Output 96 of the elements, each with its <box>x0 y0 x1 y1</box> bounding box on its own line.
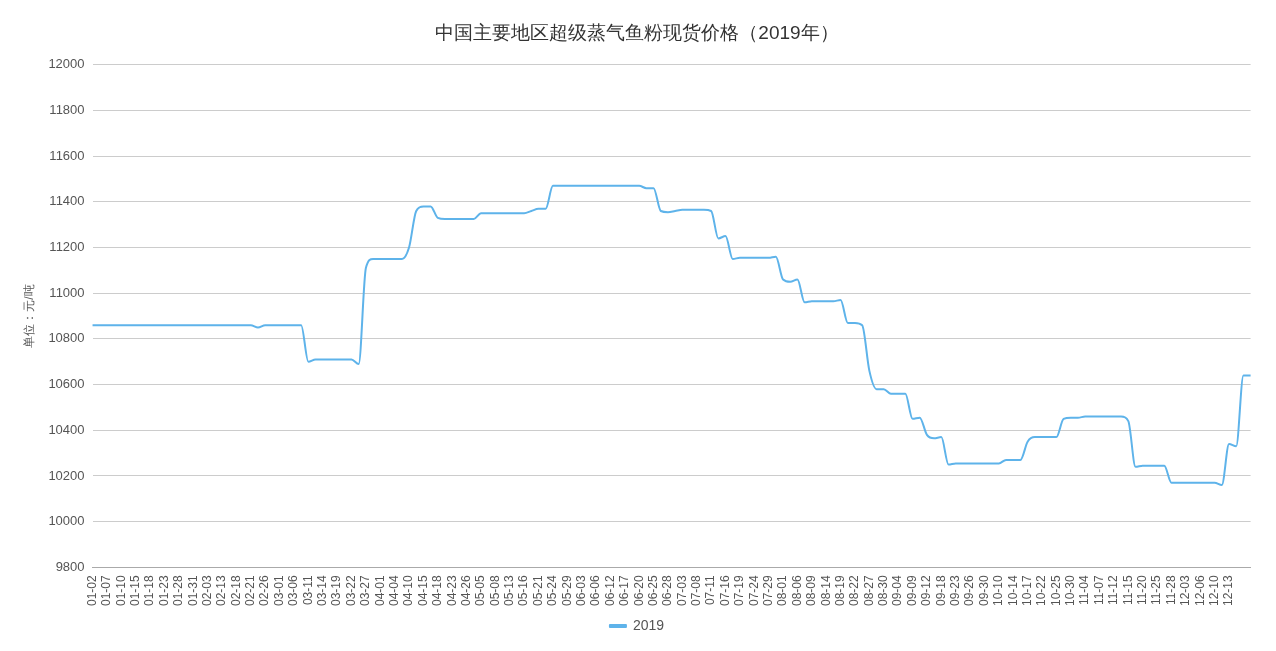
x-tick-label: 04-26 <box>458 574 473 607</box>
x-tick-label: 08-09 <box>804 574 819 607</box>
x-tick-label: 02-13 <box>214 574 229 607</box>
x-tick-label: 07-19 <box>732 574 747 607</box>
x-tick-label: 07-11 <box>703 574 718 606</box>
x-tick-label: 05-08 <box>487 574 502 607</box>
x-tick-label: 03-11 <box>300 574 315 606</box>
x-tick-label: 06-03 <box>573 574 588 607</box>
legend-label: 2019 <box>632 616 665 633</box>
x-tick-label: 08-14 <box>818 574 833 607</box>
x-tick-label: 11-04 <box>1077 574 1092 606</box>
x-tick-label: 04-23 <box>444 574 459 607</box>
x-tick-label: 09-23 <box>948 574 963 607</box>
x-tick-label: 01-31 <box>185 574 200 607</box>
y-tick-label: 10800 <box>48 330 85 346</box>
x-tick-label: 03-06 <box>286 574 301 607</box>
y-tick-label: 11400 <box>49 193 85 209</box>
y-tick-label: 10600 <box>48 376 85 392</box>
y-tick-label: 10200 <box>48 467 85 483</box>
x-tick-label: 02-03 <box>199 574 214 607</box>
x-tick-label: 05-29 <box>559 574 574 607</box>
x-tick-label: 04-10 <box>401 574 416 607</box>
line-series <box>91 184 1252 487</box>
x-tick-label: 01-07 <box>99 574 114 607</box>
x-tick-label: 03-01 <box>271 574 286 607</box>
x-tick-label: 09-30 <box>976 574 991 607</box>
x-tick-label: 07-03 <box>674 574 689 607</box>
x-tick-label: 06-12 <box>602 574 617 607</box>
x-tick-label: 01-15 <box>128 574 143 607</box>
x-tick-label: 07-16 <box>717 574 732 607</box>
x-tick-label: 09-26 <box>962 574 977 607</box>
x-tick-label: 08-30 <box>876 574 891 607</box>
x-tick-label: 06-06 <box>588 574 603 607</box>
x-tick-label: 03-14 <box>315 574 330 607</box>
x-tick-label: 08-27 <box>861 574 876 607</box>
y-tick-label: 12000 <box>48 56 85 72</box>
y-tick-label: 10000 <box>48 513 85 529</box>
x-tick-label: 05-05 <box>473 574 488 607</box>
y-tick-label: 11800 <box>49 102 85 118</box>
x-tick-label: 12-03 <box>1178 574 1193 607</box>
x-tick-label: 10-10 <box>991 574 1006 607</box>
y-tick-label: 11200 <box>49 239 85 255</box>
x-tick-label: 12-06 <box>1192 574 1207 607</box>
x-tick-label: 08-06 <box>789 574 804 607</box>
x-tick-label: 08-22 <box>847 574 862 607</box>
x-tick-label: 04-18 <box>430 574 445 607</box>
x-tick-label: 06-25 <box>645 574 660 607</box>
y-tick-label: 9800 <box>55 558 85 574</box>
x-tick-label: 12-13 <box>1221 574 1236 607</box>
x-tick-label: 09-09 <box>904 574 919 607</box>
x-tick-label: 07-29 <box>760 574 775 607</box>
x-tick-label: 09-12 <box>919 574 934 607</box>
x-tick-label: 01-18 <box>142 574 157 607</box>
x-tick-label: 10-25 <box>1048 574 1063 607</box>
x-tick-label: 05-13 <box>502 574 517 607</box>
x-tick-label: 08-01 <box>775 574 790 607</box>
x-tick-label: 01-28 <box>171 574 186 607</box>
x-tick-label: 10-22 <box>1034 574 1049 607</box>
x-tick-label: 04-01 <box>372 574 387 607</box>
x-tick-label: 01-02 <box>84 574 99 607</box>
x-tick-label: 02-26 <box>257 574 272 607</box>
x-tick-label: 11-25 <box>1149 574 1164 606</box>
x-tick-label: 10-30 <box>1063 574 1078 607</box>
x-tick-label: 11-15 <box>1120 574 1135 606</box>
x-tick-label: 05-24 <box>545 574 560 607</box>
x-tick-label: 09-04 <box>890 574 905 607</box>
x-tick-label: 12-10 <box>1206 574 1221 607</box>
x-tick-label: 05-16 <box>516 574 531 607</box>
x-tick-label: 03-22 <box>343 574 358 607</box>
x-tick-label: 11-07 <box>1091 574 1106 606</box>
y-tick-label: 11000 <box>49 284 85 300</box>
chart-title: 中国主要地区超级蒸气鱼粉现货价格（2019年） <box>435 21 839 43</box>
x-tick-label: 11-12 <box>1106 574 1121 606</box>
x-tick-label: 03-27 <box>358 574 373 607</box>
x-tick-label: 02-18 <box>228 574 243 607</box>
x-tick-label: 10-17 <box>1019 574 1034 607</box>
x-tick-label: 07-24 <box>746 574 761 607</box>
y-tick-label: 11600 <box>49 147 85 163</box>
x-tick-label: 06-20 <box>631 574 646 607</box>
x-tick-label: 01-10 <box>113 574 128 607</box>
x-tick-label: 11-28 <box>1163 574 1178 606</box>
x-tick-label: 04-04 <box>386 574 401 607</box>
x-tick-label: 11-20 <box>1135 574 1150 606</box>
x-tick-label: 09-18 <box>933 574 948 607</box>
x-tick-label: 08-19 <box>832 574 847 607</box>
x-tick-label: 05-21 <box>530 574 545 607</box>
x-tick-label: 01-23 <box>156 574 171 607</box>
y-tick-label: 10400 <box>48 421 85 437</box>
x-tick-label: 04-15 <box>415 574 430 607</box>
x-tick-label: 02-21 <box>243 574 258 607</box>
y-axis-title: 单位：元/吨 <box>21 284 36 348</box>
x-tick-label: 03-19 <box>329 574 344 607</box>
x-tick-label: 06-28 <box>660 574 675 607</box>
x-tick-label: 07-08 <box>689 574 704 607</box>
x-tick-label: 06-17 <box>617 574 632 607</box>
x-tick-label: 10-14 <box>1005 574 1020 607</box>
